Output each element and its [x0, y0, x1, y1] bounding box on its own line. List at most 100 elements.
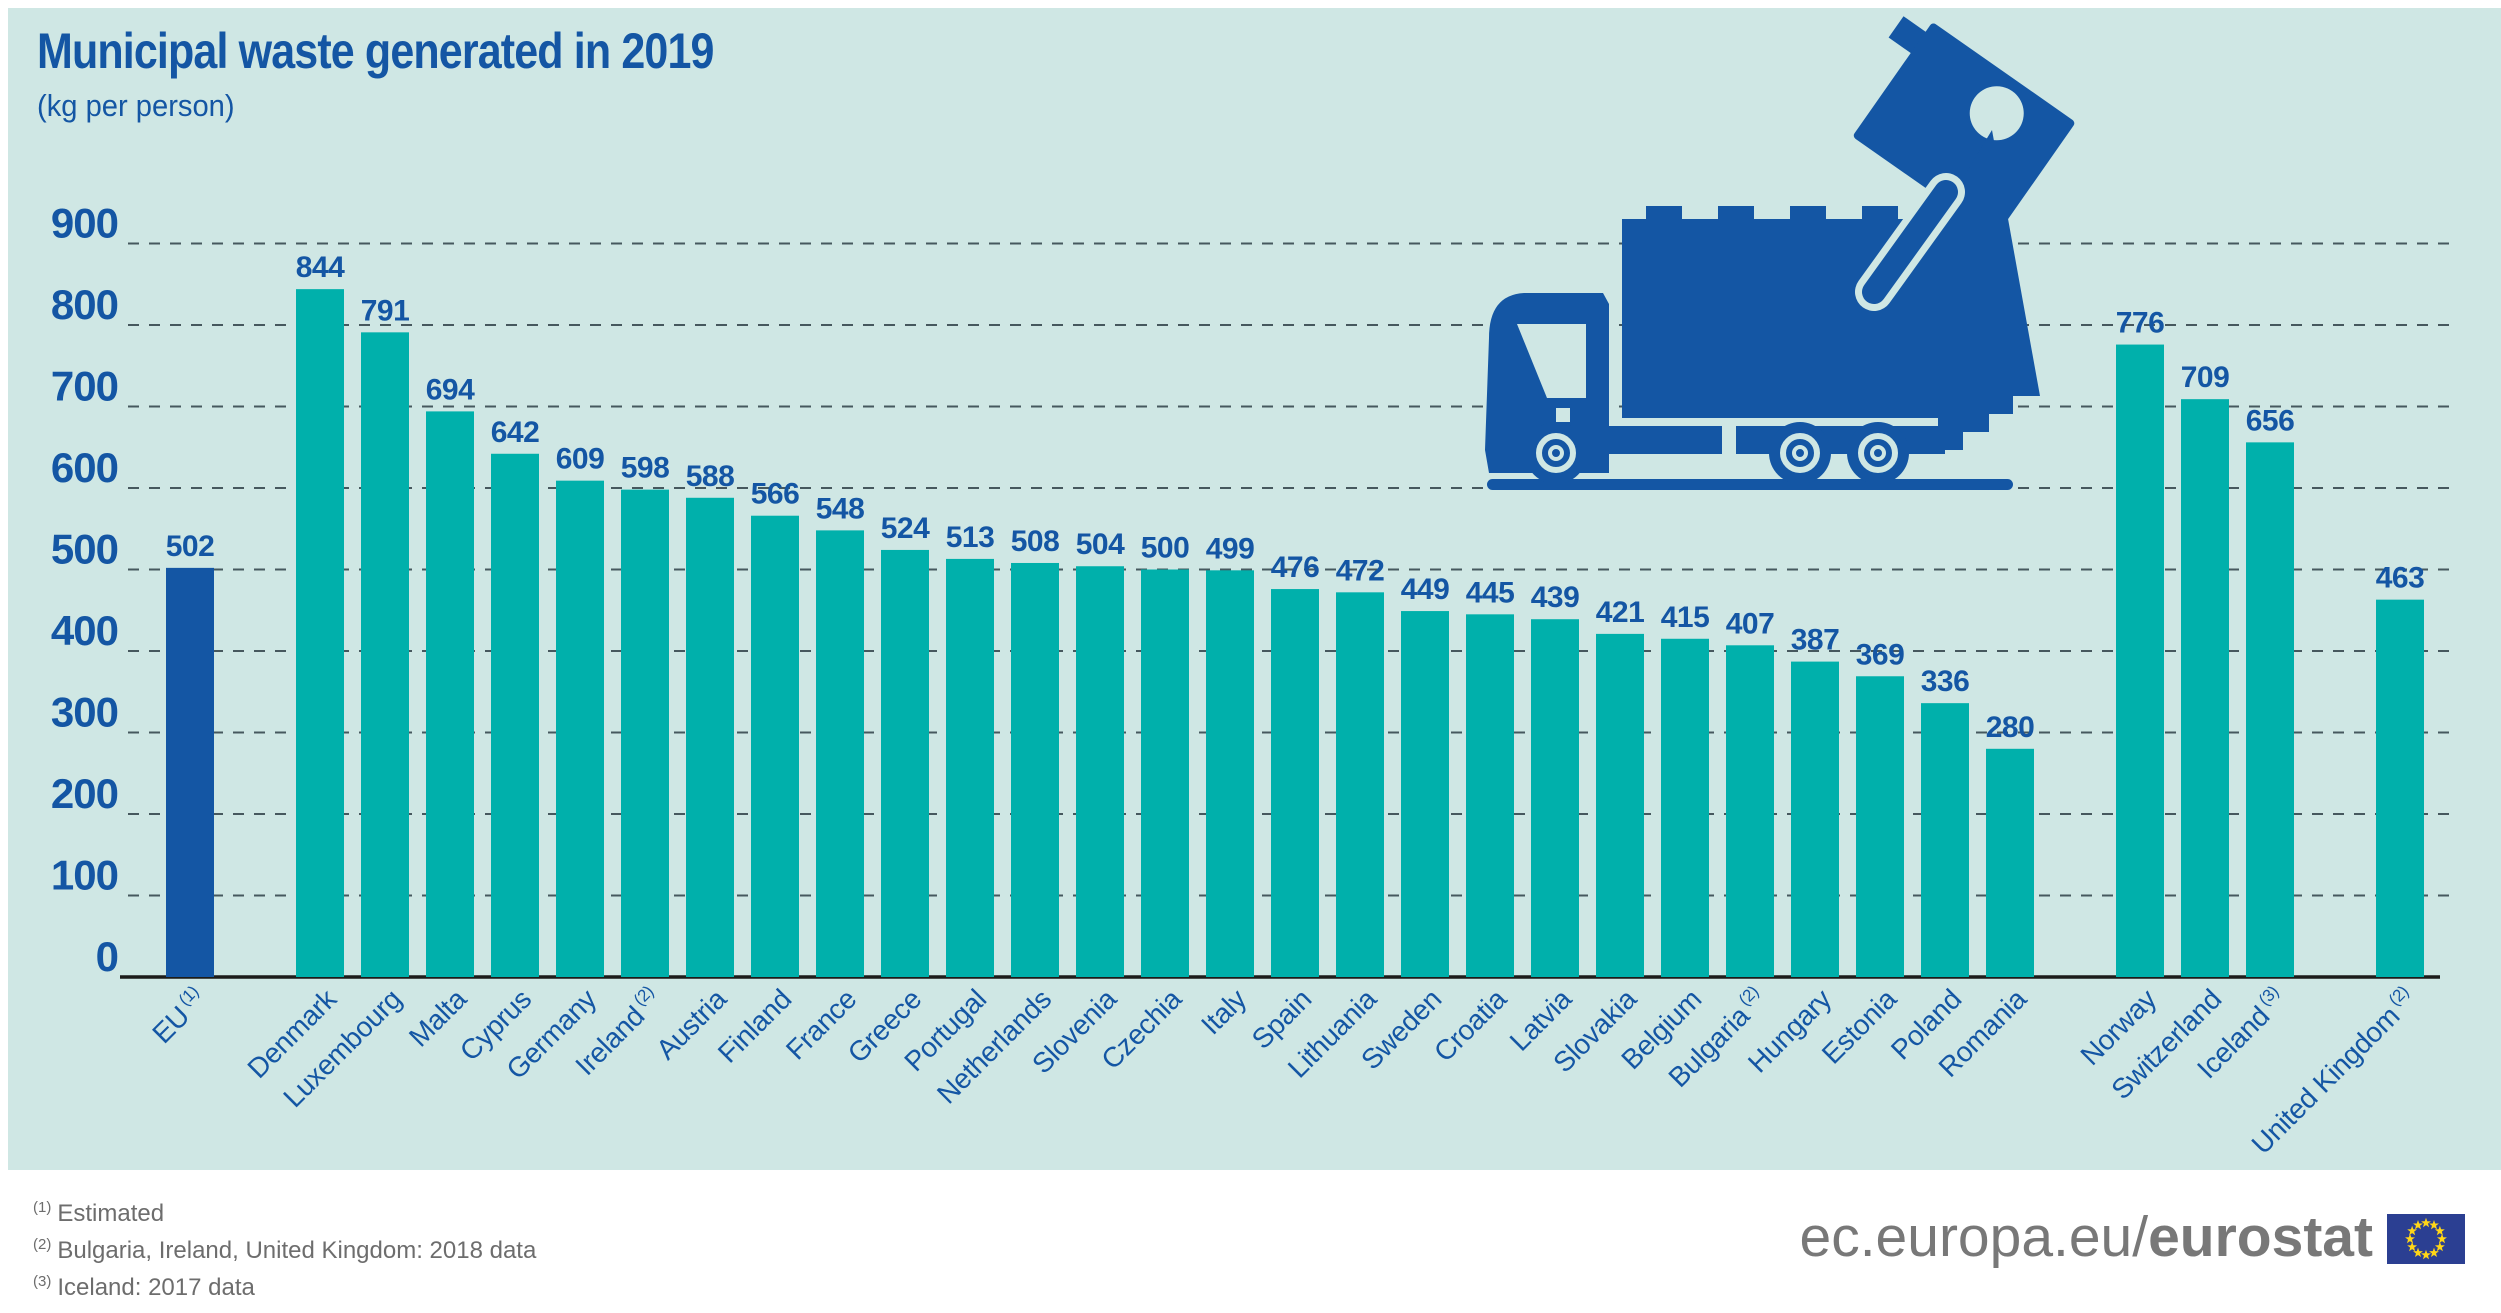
y-tick-label-200: 200 — [51, 770, 118, 817]
value-label-cyprus: 642 — [491, 416, 540, 449]
bar-cyprus — [491, 453, 539, 977]
category-label-eu: EU(1) — [145, 982, 212, 1049]
value-label-belgium: 415 — [1661, 601, 1710, 634]
value-label-portugal: 513 — [946, 521, 995, 554]
bar-germany — [556, 480, 604, 977]
footnote-text: Iceland: 2017 data — [57, 1274, 255, 1301]
bar-czechia — [1141, 569, 1189, 977]
footnote-marker: (1) — [33, 1199, 52, 1216]
footnote-text: Bulgaria, Ireland, United Kingdom: 2018 … — [57, 1237, 537, 1264]
flag-star — [2413, 1219, 2423, 1230]
bar-bulgaria — [1726, 645, 1774, 977]
value-label-netherlands: 508 — [1011, 525, 1060, 558]
bar-denmark — [296, 289, 344, 977]
value-label-estonia: 369 — [1856, 638, 1905, 671]
flag-star — [2405, 1233, 2415, 1244]
value-label-italy: 499 — [1206, 532, 1255, 565]
value-label-czechia: 500 — [1141, 532, 1190, 565]
flag-star — [2421, 1217, 2431, 1228]
flag-star — [2407, 1241, 2418, 1252]
value-label-norway: 776 — [2116, 307, 2165, 340]
value-label-romania: 280 — [1986, 711, 2035, 744]
value-label-bulgaria: 407 — [1726, 607, 1775, 640]
bar-malta — [426, 411, 474, 977]
y-tick-label-900: 900 — [51, 200, 118, 247]
logo-url-regular: ec.europa.eu/ — [1799, 1205, 2149, 1269]
footnote-marker: (3) — [33, 1273, 52, 1290]
y-tick-label-100: 100 — [51, 852, 118, 899]
value-label-sweden: 449 — [1401, 573, 1450, 606]
footnotes: (1) Estimated (2) Bulgaria, Ireland, United… — [33, 1192, 536, 1303]
value-label-latvia: 439 — [1531, 581, 1580, 614]
category-label-croatia: Croatia — [1428, 983, 1513, 1068]
y-tick-label-500: 500 — [51, 526, 118, 573]
value-label-iceland: 656 — [2246, 404, 2295, 437]
bar-poland — [1921, 703, 1969, 977]
category-label-estonia: Estonia — [1816, 983, 1903, 1070]
footnote-line-1: (1) Estimated — [33, 1192, 536, 1229]
bar-united-kingdom — [2376, 599, 2424, 977]
bar-spain — [1271, 589, 1319, 977]
value-label-switzerland: 709 — [2181, 361, 2230, 394]
footnote-line-2: (2) Bulgaria, Ireland, United Kingdom: 20… — [33, 1229, 536, 1266]
eu-flag-icon — [2387, 1214, 2465, 1264]
value-label-greece: 524 — [881, 512, 930, 545]
bar-romania — [1986, 748, 2034, 977]
y-tick-label-700: 700 — [51, 363, 118, 410]
flag-star — [2434, 1225, 2445, 1236]
chart-title: Municipal waste generated in 2019 — [37, 23, 714, 79]
value-label-hungary: 387 — [1791, 624, 1840, 657]
flag-star — [2407, 1225, 2418, 1236]
bar-austria — [686, 497, 734, 977]
bar-luxembourg — [361, 332, 409, 978]
footnote-line-3: (3) Iceland: 2017 data — [33, 1266, 536, 1303]
value-label-eu: 502 — [166, 530, 215, 563]
value-label-slovakia: 421 — [1596, 596, 1645, 629]
value-label-austria: 588 — [686, 460, 735, 493]
bar-croatia — [1466, 614, 1514, 977]
bar-finland — [751, 515, 799, 977]
value-label-finland: 566 — [751, 478, 800, 511]
bar-slovenia — [1076, 566, 1124, 977]
value-label-denmark: 844 — [296, 251, 345, 284]
bar-latvia — [1531, 619, 1579, 977]
value-label-ireland: 598 — [621, 452, 670, 485]
footnote-marker: (2) — [33, 1236, 52, 1253]
y-tick-label-400: 400 — [51, 607, 118, 654]
value-label-luxembourg: 791 — [361, 294, 410, 327]
value-label-slovenia: 504 — [1076, 528, 1125, 561]
flag-star — [2434, 1241, 2445, 1252]
value-label-germany: 609 — [556, 443, 605, 476]
bar-lithuania — [1336, 592, 1384, 977]
flag-star — [2429, 1247, 2439, 1258]
bar-netherlands — [1011, 562, 1059, 977]
bar-norway — [2116, 344, 2164, 977]
bar-portugal — [946, 558, 994, 977]
value-label-lithuania: 472 — [1336, 554, 1385, 587]
flag-star — [2413, 1247, 2423, 1258]
footnote-text: Estimated — [57, 1200, 165, 1227]
bar-belgium — [1661, 638, 1709, 977]
value-label-poland: 336 — [1921, 665, 1970, 698]
category-label-united-kingdom: United Kingdom(2) — [2244, 982, 2422, 1160]
branding: ec.europa.eu/eurostat — [1690, 1204, 2465, 1266]
bar-estonia — [1856, 676, 1904, 977]
flag-star — [2429, 1219, 2439, 1230]
flag-star — [2437, 1233, 2447, 1244]
bar-hungary — [1791, 661, 1839, 977]
chart-subtitle: (kg per person) — [37, 88, 235, 123]
logo-url-bold: eurostat — [2148, 1205, 2373, 1269]
bar-iceland — [2246, 442, 2294, 977]
bar-sweden — [1401, 611, 1449, 977]
y-tick-label-600: 600 — [51, 444, 118, 491]
bar-switzerland — [2181, 399, 2229, 977]
bar-ireland — [621, 489, 669, 977]
bar-greece — [881, 549, 929, 977]
value-label-united-kingdom: 463 — [2376, 562, 2425, 595]
bar-slovakia — [1596, 633, 1644, 977]
value-label-france: 548 — [816, 492, 865, 525]
category-label-italy: Italy — [1195, 983, 1252, 1040]
flag-star — [2421, 1249, 2431, 1260]
